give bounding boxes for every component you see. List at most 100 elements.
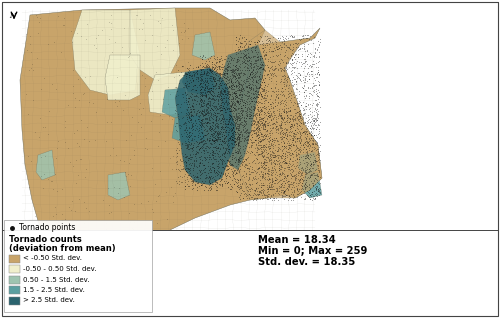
Point [216,181,224,186]
Point [198,92,205,97]
Point [276,51,283,56]
Point [220,134,228,139]
Point [244,95,252,100]
Point [56,234,64,239]
Point [231,91,239,96]
Point [242,104,250,109]
Point [231,172,239,177]
Point [238,40,246,45]
Point [292,111,300,116]
Point [218,81,226,86]
Point [289,196,297,201]
Point [283,54,291,59]
Point [209,88,217,93]
Point [213,77,221,82]
Point [220,121,228,126]
Point [270,164,278,169]
Point [244,65,252,70]
Point [253,169,261,175]
Point [48,231,56,236]
Point [210,103,218,108]
Point [256,64,264,69]
Point [251,189,259,194]
Point [190,97,198,102]
Point [214,145,222,150]
Point [236,159,244,164]
Point [250,119,258,124]
Point [300,80,308,85]
Point [202,120,210,125]
Point [213,123,221,128]
Point [306,162,314,167]
Point [222,178,230,183]
Point [232,180,240,185]
Point [258,116,266,121]
Point [300,129,308,134]
Point [258,77,266,82]
Point [229,169,237,174]
Point [258,153,266,158]
Point [217,108,225,113]
Point [198,107,206,112]
Point [184,166,192,171]
Point [228,162,235,167]
Point [182,161,190,166]
Point [262,166,270,171]
Point [154,192,162,197]
Point [261,82,269,87]
Point [308,119,316,124]
Text: Std. dev. = 18.35: Std. dev. = 18.35 [258,257,355,267]
Point [188,102,196,107]
Point [226,121,234,127]
Point [184,154,192,159]
Point [246,105,254,110]
Point [256,114,264,120]
Point [236,135,244,141]
Point [243,127,251,132]
Point [268,165,276,170]
Point [182,107,190,112]
Point [252,142,260,147]
Point [194,147,202,152]
Point [246,114,254,119]
Point [228,92,236,97]
Point [228,137,235,142]
Point [240,196,248,201]
FancyBboxPatch shape [9,296,20,305]
Point [224,140,232,145]
Point [300,165,308,170]
Point [175,182,183,187]
Point [220,138,228,143]
Point [209,71,217,76]
Point [310,80,318,86]
Point [314,65,322,70]
Point [190,71,198,76]
Point [203,121,211,126]
Point [278,140,285,145]
Point [248,122,256,128]
Point [256,138,264,143]
Point [252,196,260,201]
Point [227,104,235,109]
Point [282,98,290,103]
Point [24,112,32,117]
Point [232,149,240,154]
Point [274,88,282,93]
Point [274,162,281,167]
Point [268,59,276,65]
Point [266,145,274,150]
Point [280,72,288,77]
Point [208,116,216,121]
Point [281,75,289,80]
Point [286,116,294,121]
Point [310,170,318,175]
Point [209,96,217,101]
Point [261,167,269,172]
Point [49,186,57,191]
Point [184,70,192,75]
Point [309,166,317,171]
Point [190,137,198,142]
Point [214,152,222,157]
Point [256,115,264,120]
Point [244,183,252,189]
